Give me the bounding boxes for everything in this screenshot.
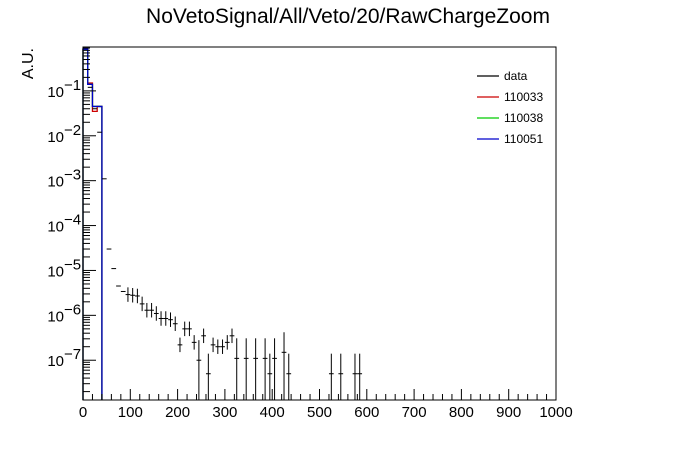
- data-point: [253, 338, 259, 400]
- x-tick-label: 800: [449, 404, 474, 421]
- data-point: [168, 312, 173, 327]
- data-point: [172, 316, 178, 331]
- data-point: [187, 321, 192, 337]
- data-point: [182, 321, 188, 337]
- data-point: [338, 353, 344, 400]
- data-point: [196, 340, 202, 400]
- data-point: [135, 288, 140, 304]
- y-tick-label: 10: [47, 353, 64, 370]
- y-tick-label: 10: [47, 263, 64, 280]
- data-point: [357, 353, 363, 400]
- legend: data 110033 110038 110051: [477, 69, 543, 146]
- y-tick-exponent: −1: [64, 77, 81, 94]
- chart-title: NoVetoSignal/All/Veto/20/RawChargeZoom: [146, 5, 550, 28]
- data-point: [234, 338, 240, 400]
- data-point: [215, 339, 221, 354]
- legend-label: 110033: [504, 90, 543, 104]
- y-tick-label: 10: [47, 129, 64, 146]
- y-tick-exponent: −3: [64, 167, 81, 184]
- x-tick-label: 700: [402, 404, 427, 421]
- x-tick-label: 900: [496, 404, 521, 421]
- legend-entry: data: [477, 69, 528, 83]
- data-point: [224, 335, 230, 350]
- legend-entry: 110051: [477, 132, 543, 146]
- data-point: [267, 353, 273, 400]
- legend-label: data: [504, 69, 528, 83]
- data-point: [149, 302, 154, 318]
- data-point: [262, 338, 268, 400]
- x-tick-label: 300: [212, 404, 237, 421]
- x-tick-label: 200: [165, 404, 190, 421]
- legend-label: 110051: [504, 132, 543, 146]
- y-tick-label: 10: [47, 84, 64, 101]
- data-point: [130, 288, 136, 303]
- y-tick-exponent: −7: [64, 346, 81, 363]
- data-point: [220, 339, 225, 354]
- data-point: [229, 328, 235, 344]
- data-point: [163, 311, 169, 326]
- data-point: [205, 353, 211, 400]
- data-point: [139, 296, 145, 312]
- y-tick-label: 10: [47, 174, 64, 191]
- data-point: [286, 353, 292, 400]
- axes: 0 100 200 300 400 500 600 700 800 900 100010−710−6…: [47, 47, 573, 421]
- x-tick-label: 1000: [539, 404, 572, 421]
- legend-label: 110038: [504, 111, 543, 125]
- data-point: [352, 353, 358, 400]
- x-tick-label: 600: [354, 404, 379, 421]
- data-point: [191, 335, 197, 350]
- legend-entry: 110033: [477, 90, 543, 104]
- y-tick-exponent: −6: [64, 301, 81, 318]
- x-tick-label: 500: [307, 404, 332, 421]
- legend-entry: 110038: [477, 111, 543, 125]
- y-tick-label: 10: [47, 219, 64, 236]
- x-tick-label: 0: [79, 404, 87, 421]
- data-point: [272, 338, 277, 400]
- x-tick-label: 400: [260, 404, 285, 421]
- data-point: [125, 287, 131, 302]
- data-point: [281, 332, 287, 400]
- data-point: [328, 353, 334, 400]
- histogram-110051: [82, 48, 103, 400]
- data-point: [177, 337, 183, 353]
- data-point: [201, 328, 206, 344]
- y-tick-exponent: −4: [64, 212, 81, 229]
- y-tick-exponent: −2: [64, 122, 81, 139]
- data-layer: [82, 48, 363, 400]
- data-point: [153, 306, 159, 321]
- data-point: [243, 338, 249, 400]
- x-tick-label: 100: [118, 404, 143, 421]
- data-point: [158, 311, 164, 326]
- y-axis-label: A.U.: [20, 48, 37, 79]
- y-tick-label: 10: [47, 308, 64, 325]
- data-point: [144, 302, 150, 318]
- y-tick-exponent: −5: [64, 256, 81, 273]
- data-point: [210, 337, 216, 353]
